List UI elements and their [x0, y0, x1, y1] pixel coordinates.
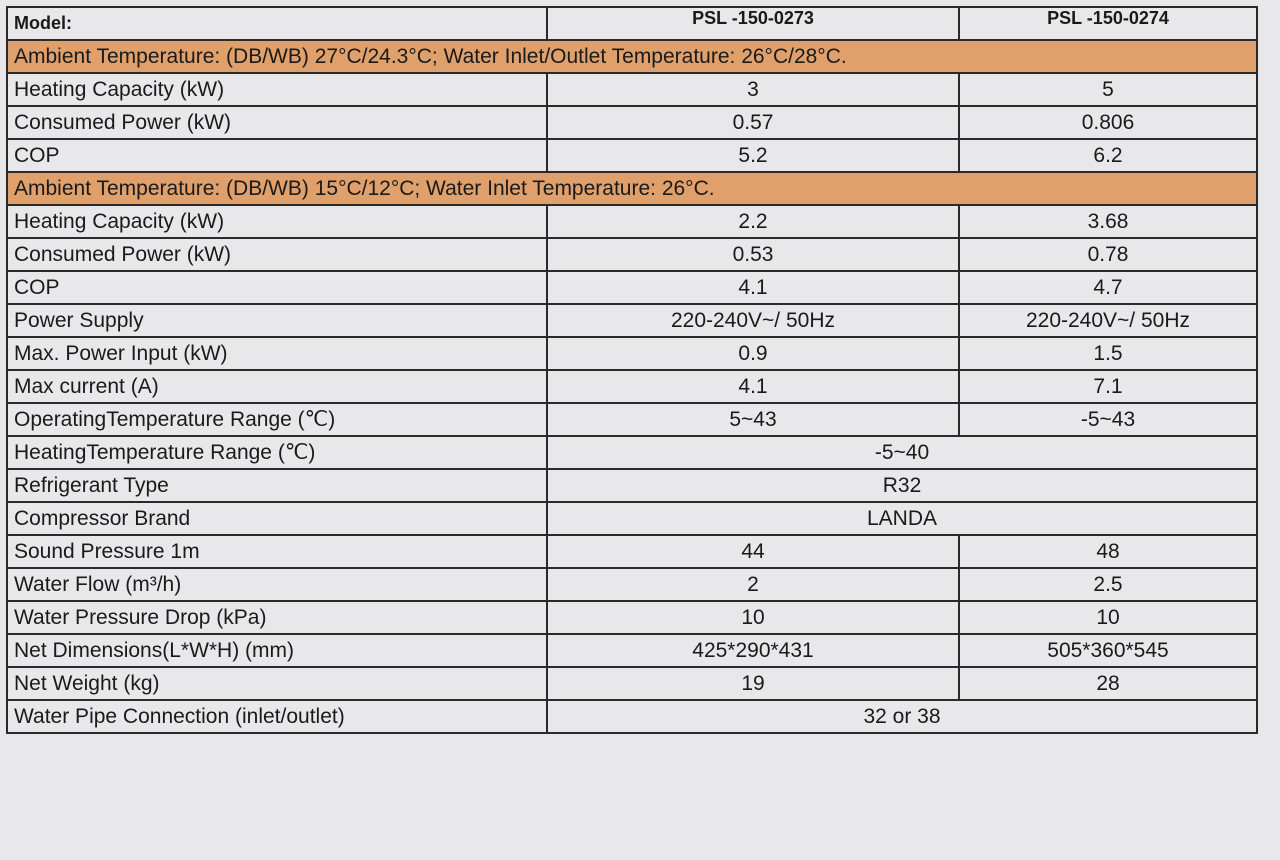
spec-row: COP 4.1 4.7: [6, 270, 1258, 305]
model-name: PSL -150-0274: [958, 6, 1258, 41]
spec-label: Max current (A): [6, 369, 548, 404]
header-row: Model: PSL -150-0273 PSL -150-0274: [6, 6, 1258, 41]
spec-value: 5.2: [546, 138, 960, 173]
spec-label: Net Dimensions(L*W*H) (mm): [6, 633, 548, 668]
spec-label: Water Flow (m³/h): [6, 567, 548, 602]
spec-label: Compressor Brand: [6, 501, 548, 536]
spec-value: 3.68: [958, 204, 1258, 239]
spec-value: 425*290*431: [546, 633, 960, 668]
spec-label: Max. Power Input (kW): [6, 336, 548, 371]
spec-value: 48: [958, 534, 1258, 569]
spec-value: -5~43: [958, 402, 1258, 437]
spec-row: Water Flow (m³/h) 2 2.5: [6, 567, 1258, 602]
spec-row: Heating Capacity (kW) 3 5: [6, 72, 1258, 107]
spec-label: Sound Pressure 1m: [6, 534, 548, 569]
header-label: Model:: [6, 6, 548, 41]
spec-value: 2.5: [958, 567, 1258, 602]
section-row: Ambient Temperature: (DB/WB) 27°C/24.3°C…: [6, 39, 1258, 74]
spec-value: R32: [546, 468, 1258, 503]
spec-row: Max. Power Input (kW) 0.9 1.5: [6, 336, 1258, 371]
spec-row: Water Pipe Connection (inlet/outlet) 32 o…: [6, 699, 1258, 734]
spec-value: 220-240V~/ 50Hz: [958, 303, 1258, 338]
spec-row: Consumed Power (kW) 0.57 0.806: [6, 105, 1258, 140]
spec-label: Water Pipe Connection (inlet/outlet): [6, 699, 548, 734]
spec-label: Heating Capacity (kW): [6, 204, 548, 239]
spec-value: 4.1: [546, 369, 960, 404]
spec-value: 0.806: [958, 105, 1258, 140]
section-row: Ambient Temperature: (DB/WB) 15°C/12°C; …: [6, 171, 1258, 206]
spec-value: 3: [546, 72, 960, 107]
spec-row: Heating Capacity (kW) 2.2 3.68: [6, 204, 1258, 239]
spec-label: Power Supply: [6, 303, 548, 338]
spec-label: Water Pressure Drop (kPa): [6, 600, 548, 635]
spec-value: 32 or 38: [546, 699, 1258, 734]
spec-value: 44: [546, 534, 960, 569]
spec-label: COP: [6, 270, 548, 305]
spec-value: 0.9: [546, 336, 960, 371]
section-title: Ambient Temperature: (DB/WB) 27°C/24.3°C…: [6, 39, 1258, 74]
spec-row: Power Supply 220-240V~/ 50Hz 220-240V~/ 50…: [6, 303, 1258, 338]
spec-value: 10: [546, 600, 960, 635]
spec-value: 0.53: [546, 237, 960, 272]
spec-value: 2.2: [546, 204, 960, 239]
spec-row: HeatingTemperature Range (℃) -5~40: [6, 435, 1258, 470]
spec-value: 1.5: [958, 336, 1258, 371]
section-title: Ambient Temperature: (DB/WB) 15°C/12°C; …: [6, 171, 1258, 206]
spec-label: COP: [6, 138, 548, 173]
spec-row: Sound Pressure 1m 44 48: [6, 534, 1258, 569]
spec-row: OperatingTemperature Range (℃) 5~43 -5~43: [6, 402, 1258, 437]
spec-value: 0.78: [958, 237, 1258, 272]
spec-row: Max current (A) 4.1 7.1: [6, 369, 1258, 404]
spec-value: 28: [958, 666, 1258, 701]
spec-row: Compressor Brand LANDA: [6, 501, 1258, 536]
spec-value: 220-240V~/ 50Hz: [546, 303, 960, 338]
spec-label: Heating Capacity (kW): [6, 72, 548, 107]
spec-value: 7.1: [958, 369, 1258, 404]
spec-label: OperatingTemperature Range (℃): [6, 402, 548, 437]
spec-value: 2: [546, 567, 960, 602]
spec-row: Water Pressure Drop (kPa) 10 10: [6, 600, 1258, 635]
spec-value: 19: [546, 666, 960, 701]
table-body: Model: PSL -150-0273 PSL -150-0274 Ambient …: [6, 6, 1258, 734]
spec-row: COP 5.2 6.2: [6, 138, 1258, 173]
spec-value: 505*360*545: [958, 633, 1258, 668]
spec-value: 4.7: [958, 270, 1258, 305]
spec-row: Consumed Power (kW) 0.53 0.78: [6, 237, 1258, 272]
spec-value: 5: [958, 72, 1258, 107]
spec-row: Refrigerant Type R32: [6, 468, 1258, 503]
spec-row: Net Weight (kg) 19 28: [6, 666, 1258, 701]
spec-value: LANDA: [546, 501, 1258, 536]
spec-value: 10: [958, 600, 1258, 635]
spec-label: Refrigerant Type: [6, 468, 548, 503]
spec-value: -5~40: [546, 435, 1258, 470]
model-name: PSL -150-0273: [546, 6, 960, 41]
spec-value: 5~43: [546, 402, 960, 437]
spec-value: 0.57: [546, 105, 960, 140]
spec-label: Consumed Power (kW): [6, 105, 548, 140]
spec-value: 4.1: [546, 270, 960, 305]
spec-label: Consumed Power (kW): [6, 237, 548, 272]
spec-value: 6.2: [958, 138, 1258, 173]
spec-label: HeatingTemperature Range (℃): [6, 435, 548, 470]
spec-table: Model: PSL -150-0273 PSL -150-0274 Ambient …: [6, 6, 1258, 734]
spec-label: Net Weight (kg): [6, 666, 548, 701]
spec-row: Net Dimensions(L*W*H) (mm) 425*290*431 505…: [6, 633, 1258, 668]
